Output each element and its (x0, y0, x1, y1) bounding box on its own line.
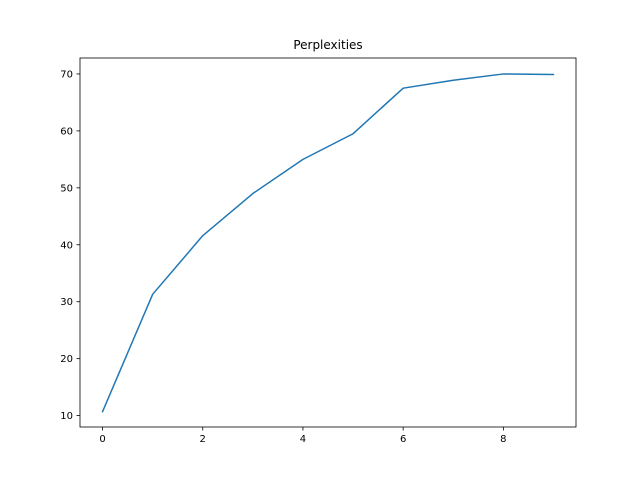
x-tick-label: 2 (200, 434, 206, 445)
y-tick-label: 40 (60, 240, 73, 251)
y-tick-label: 30 (60, 297, 73, 308)
y-tick-label: 50 (60, 183, 73, 194)
x-tick-label: 0 (99, 434, 105, 445)
x-tick-label: 8 (500, 434, 506, 445)
x-tick-label: 6 (400, 434, 406, 445)
plot-frame (79, 57, 577, 428)
y-tick-label: 20 (60, 354, 73, 365)
chart-title: Perplexities (293, 38, 362, 52)
y-tick-label: 70 (60, 69, 73, 80)
y-tick-label: 60 (60, 126, 73, 137)
y-tick-label: 10 (60, 411, 73, 422)
x-tick-label: 4 (300, 434, 306, 445)
series-line-0 (101, 73, 555, 413)
plot-area: 0 2 4 6 8 10 20 30 40 50 60 70 (60, 57, 577, 445)
